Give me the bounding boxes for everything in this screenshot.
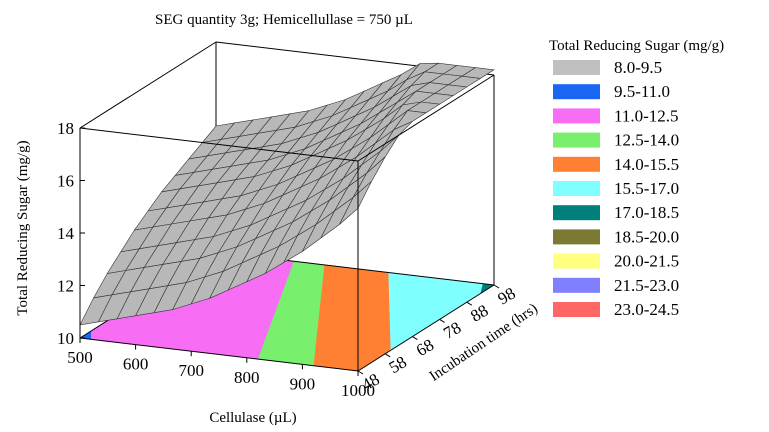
x-tick-label: 800 <box>234 368 260 387</box>
bounding-box-front <box>79 41 495 372</box>
legend-item-label: 21.5-23.0 <box>614 276 679 295</box>
legend-item-label: 23.0-24.5 <box>614 300 679 319</box>
x-tick-label: 700 <box>178 361 204 380</box>
legend-item-label: 9.5-11.0 <box>614 82 670 101</box>
legend-item-label: 8.0-9.5 <box>614 58 662 77</box>
z-tick-label: 18 <box>57 119 74 138</box>
legend-swatch <box>553 229 600 245</box>
box-edge <box>357 284 495 372</box>
legend-swatch <box>553 205 600 221</box>
legend-item-label: 20.0-21.5 <box>614 252 679 271</box>
box-edge <box>79 41 217 129</box>
legend-swatch <box>553 60 600 75</box>
legend-swatch <box>553 156 600 172</box>
legend-item-label: 14.0-15.5 <box>614 155 679 174</box>
y-tick <box>493 284 500 289</box>
contour-zone <box>358 272 494 371</box>
legend: Total Reducing Sugar (mg/g) 8.0-9.5 9.5-1… <box>549 38 724 319</box>
legend-swatch <box>553 84 600 100</box>
y-tick <box>439 318 445 323</box>
legend-item-label: 18.5-20.0 <box>614 227 679 246</box>
y-tick <box>384 353 391 358</box>
legend-swatch <box>553 302 600 317</box>
x-tick-label: 500 <box>67 348 93 367</box>
box-edge <box>79 127 359 162</box>
legend-swatch <box>553 108 600 124</box>
legend-swatch <box>553 253 600 269</box>
y-tick <box>357 370 364 375</box>
z-tick-label: 10 <box>57 329 74 348</box>
y-tick <box>466 301 473 306</box>
box-edge <box>357 74 495 162</box>
surface-cell <box>339 181 372 225</box>
legend-item-label: 17.0-18.5 <box>614 203 679 222</box>
legend-title: Total Reducing Sugar (mg/g) <box>549 38 724 54</box>
legend-item-label: 12.5-14.0 <box>614 131 679 150</box>
legend-swatch <box>553 132 600 148</box>
x-axis-label: Cellulase (µL) <box>209 410 296 426</box>
z-tick-label: 16 <box>57 172 74 191</box>
x-tick-label: 1000 <box>341 381 375 400</box>
chart-title: SEG quantity 3g; Hemicellullase = 750 µL <box>155 12 413 28</box>
z-tick-label: 12 <box>57 277 74 296</box>
y-tick <box>412 336 418 341</box>
legend-item-label: 11.0-12.5 <box>614 106 679 125</box>
x-tick-label: 900 <box>290 374 316 393</box>
legend-item-label: 15.5-17.0 <box>614 179 679 198</box>
legend-swatch <box>553 277 600 293</box>
legend-swatch <box>553 181 600 196</box>
x-tick-label: 600 <box>123 355 149 374</box>
box-edge <box>79 337 359 372</box>
z-axis-label: Total Reducing Sugar (mg/g) <box>15 140 31 315</box>
z-tick-label: 14 <box>57 224 75 243</box>
response-surface <box>79 62 495 326</box>
